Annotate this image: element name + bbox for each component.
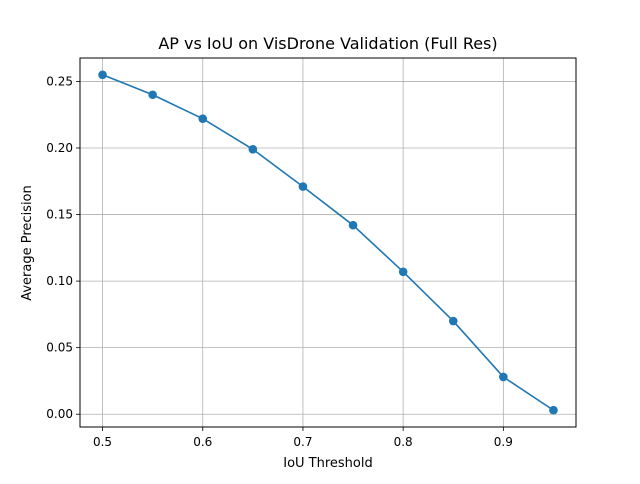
series-line [102,74,554,411]
plot-frame [79,57,577,428]
x-tick-label: 0.9 [494,435,513,449]
data-point [98,70,107,80]
x-tick-label: 0.5 [93,435,112,449]
x-tick-label: 0.6 [193,435,212,449]
y-tick-label: 0.10 [46,274,73,288]
data-point [198,114,208,124]
y-tick-label: 0.00 [46,407,73,421]
data-point [298,182,308,191]
y-axis-ticks: 0.00 0.05 0.10 0.15 0.20 0.25 [46,74,80,421]
y-tick-label: 0.05 [46,341,73,355]
grid-lines [80,58,576,427]
x-axis-label: IoU Threshold [283,456,373,471]
data-point [549,405,558,415]
data-point [348,220,358,230]
x-tick-label: 0.8 [394,435,413,449]
series-layer [98,70,558,415]
x-tick-label: 0.7 [293,435,312,449]
chart-title: AP vs IoU on VisDrone Validation (Full R… [158,34,497,53]
y-axis-label: Average Precision [20,185,35,301]
data-point [398,267,408,277]
data-point [448,316,458,326]
data-point [499,372,508,382]
y-tick-label: 0.15 [46,208,73,222]
data-point [148,90,157,100]
x-axis-ticks: 0.5 0.6 0.7 0.8 0.9 [93,427,513,449]
data-point [248,145,258,154]
y-tick-label: 0.25 [46,74,73,88]
y-tick-label: 0.20 [46,141,73,155]
